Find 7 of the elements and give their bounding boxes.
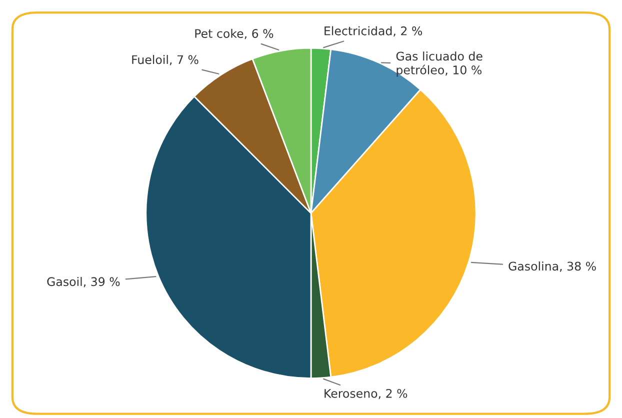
slice-label: Pet coke, 6 % <box>195 28 274 40</box>
slice-label: Gasolina, 38 % <box>508 261 596 272</box>
slice-label: Electricidad, 2 % <box>324 26 422 37</box>
slice-label: Gas licuado de petróleo, 10 % <box>396 51 482 77</box>
slice-label: Keroseno, 2 % <box>324 388 408 400</box>
slice-label: Gasoil, 39 % <box>47 276 120 288</box>
slice-label: Fueloil, 7 % <box>132 54 198 66</box>
